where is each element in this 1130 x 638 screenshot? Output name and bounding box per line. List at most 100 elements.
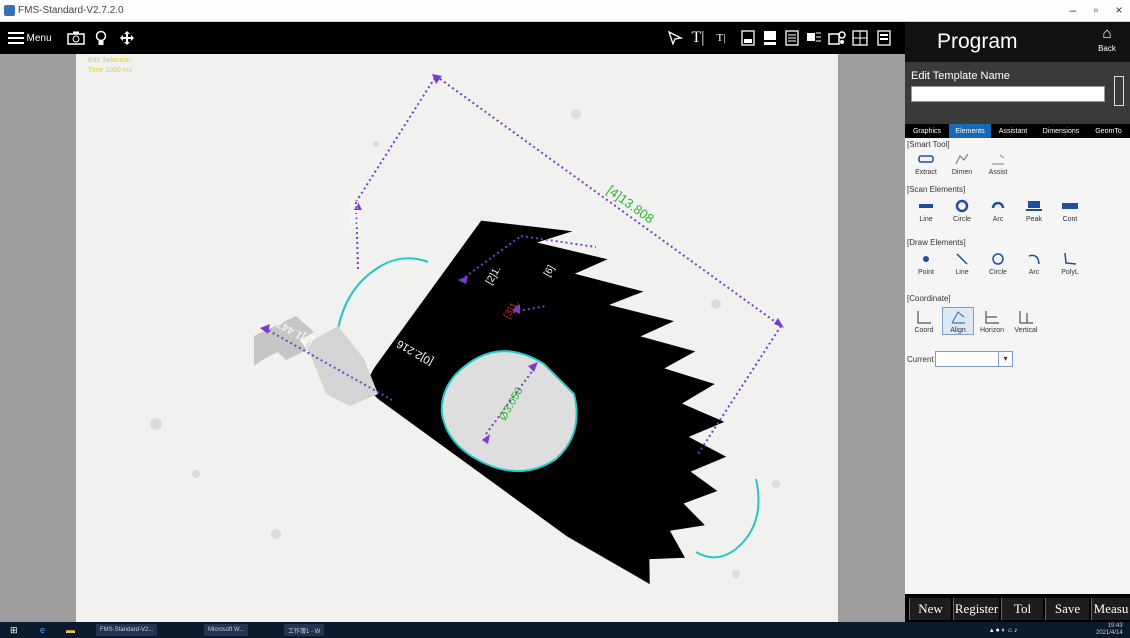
back-button[interactable]: ⌂ Back xyxy=(1090,24,1124,60)
tool-draw-polyline-label: PolyL xyxy=(1061,269,1079,276)
assist-icon xyxy=(983,150,1013,168)
tab-elements[interactable]: Elements xyxy=(949,124,991,138)
draw-line-icon xyxy=(947,250,977,268)
scan-cont-icon xyxy=(1055,197,1085,215)
system-tray-icons[interactable]: ▴ ● ◐ ⌂ ♪ xyxy=(990,627,1018,634)
tool-scan-line[interactable]: Line xyxy=(911,197,941,223)
tool-extract[interactable]: Extract xyxy=(911,150,941,176)
tool-draw-circle-label: Circle xyxy=(989,269,1007,276)
clock-date: 2021/4/14 xyxy=(1096,630,1123,636)
maximize-button[interactable]: ▫ xyxy=(1093,3,1099,17)
tool-draw-point-label: Point xyxy=(918,269,934,276)
scan-circle-icon xyxy=(947,197,977,215)
tool-scan-peak[interactable]: Peak xyxy=(1019,197,1049,223)
coord-icon xyxy=(909,308,939,326)
tool-assist[interactable]: Assist xyxy=(983,150,1013,176)
view-layout-icon-2[interactable] xyxy=(760,22,780,54)
tool-scan-arc[interactable]: Arc xyxy=(983,197,1013,223)
tool-scan-circle-label: Circle xyxy=(953,216,971,223)
home-icon: ⌂ xyxy=(1102,25,1112,42)
tool-dimen[interactable]: Dimen xyxy=(947,150,977,176)
display-settings-icon[interactable] xyxy=(804,22,824,54)
window-titlebar: FMS-Standard-V2.7.2.0 – ▫ × xyxy=(0,0,1130,22)
tool-dimen-label: Dimen xyxy=(951,169,973,176)
tool-draw-arc[interactable]: Arc xyxy=(1019,250,1049,276)
main-toolbar: Menu T| T| xyxy=(0,22,905,54)
tol-button[interactable]: Tol xyxy=(1001,598,1043,620)
tool-scan-peak-label: Peak xyxy=(1026,216,1042,223)
tab-geomto[interactable]: GeomTo xyxy=(1095,127,1122,135)
tool-scan-cont-label: Cont xyxy=(1062,216,1078,223)
section-draw-elements: [Draw Elements] xyxy=(907,238,966,247)
center-hole xyxy=(440,350,578,473)
scan-peak-icon xyxy=(1019,197,1049,215)
extract-icon xyxy=(911,150,941,168)
taskbar-item-excel[interactable]: 工作簿1 - W xyxy=(284,624,325,636)
measure-camera-icon[interactable] xyxy=(826,22,848,54)
edge-outline-top-left xyxy=(337,257,429,330)
start-icon[interactable]: ⊞ xyxy=(10,624,18,635)
current-select[interactable]: ▾ xyxy=(935,351,1013,367)
new-button[interactable]: New xyxy=(909,598,951,620)
dim-label-4[interactable]: [4]13.808 xyxy=(604,182,657,226)
light-bulb-icon[interactable] xyxy=(90,22,112,54)
draw-point-icon xyxy=(911,250,941,268)
text-tool-large-icon[interactable]: T| xyxy=(691,29,705,46)
scan-arc-icon xyxy=(983,197,1013,215)
window-title: FMS-Standard-V2.7.2.0 xyxy=(18,5,124,16)
align-icon xyxy=(943,308,973,326)
view-layout-icon-1[interactable] xyxy=(738,22,758,54)
dim-label-1[interactable]: [1]1.5 xyxy=(349,200,361,228)
tool-scan-line-label: Line xyxy=(919,216,933,223)
slot-cutout xyxy=(254,316,314,366)
menu-button[interactable]: Menu xyxy=(4,22,56,54)
view-layout-icon-3[interactable] xyxy=(782,22,802,54)
tool-extract-label: Extract xyxy=(915,169,937,176)
grid-icon[interactable] xyxy=(850,22,870,54)
template-options-button[interactable] xyxy=(1114,76,1124,106)
tool-vertical[interactable]: Vertical xyxy=(1011,308,1041,334)
minimize-button[interactable]: – xyxy=(1069,3,1077,17)
tool-horizon[interactable]: Horizon xyxy=(977,308,1007,334)
tab-graphics[interactable]: Graphics xyxy=(912,127,941,135)
save-button[interactable]: Save xyxy=(1045,598,1089,620)
text-tool-small-icon[interactable]: T| xyxy=(716,32,726,44)
taskbar-item-word[interactable]: Microsoft W... xyxy=(204,624,249,636)
canvas-left-margin xyxy=(0,54,76,622)
canvas-right-margin xyxy=(838,54,905,622)
dimension-arrows xyxy=(260,74,784,444)
tool-draw-line[interactable]: Line xyxy=(947,250,977,276)
tool-draw-polyline[interactable]: PolyL xyxy=(1055,250,1085,276)
draw-arc-icon xyxy=(1019,250,1049,268)
browser-icon[interactable]: e xyxy=(40,625,46,635)
tool-draw-line-label: Line xyxy=(955,269,969,276)
camera-view[interactable]: Edit Selection Time 1000 ms xyxy=(76,54,838,622)
measure-button[interactable]: Measu xyxy=(1091,598,1130,620)
tool-horizon-label: Horizon xyxy=(979,327,1005,334)
tool-draw-point[interactable]: Point xyxy=(911,250,941,276)
tool-coord[interactable]: Coord xyxy=(909,308,939,334)
file-explorer-icon[interactable]: ▬ xyxy=(66,625,75,635)
vertical-icon xyxy=(1011,308,1041,326)
tool-scan-circle[interactable]: Circle xyxy=(947,197,977,223)
tool-scan-cont[interactable]: Cont xyxy=(1055,197,1085,223)
register-button[interactable]: Register xyxy=(953,598,999,620)
report-icon[interactable] xyxy=(874,22,894,54)
tab-assistant[interactable]: Assistant xyxy=(998,127,1028,135)
surface-texture xyxy=(150,109,780,578)
close-button[interactable]: × xyxy=(1115,3,1123,17)
template-name-input[interactable] xyxy=(911,86,1105,102)
draw-polyline-icon xyxy=(1055,250,1085,268)
info-line-1: Edit Selection xyxy=(88,57,131,64)
dim-label-6[interactable]: [6] xyxy=(542,263,557,278)
tool-assist-label: Assist xyxy=(988,169,1008,176)
select-arrow-icon[interactable] xyxy=(664,22,686,54)
move-stage-icon[interactable] xyxy=(116,22,138,54)
tool-align[interactable]: Align xyxy=(942,307,974,335)
taskbar-item-fms[interactable]: FMS-Standard-V2... xyxy=(96,624,158,636)
tab-dimensions[interactable]: Dimensions xyxy=(1042,127,1080,135)
tool-draw-circle[interactable]: Circle xyxy=(983,250,1013,276)
clock[interactable]: 19:43 2021/4/14 xyxy=(1096,623,1123,637)
back-label: Back xyxy=(1098,44,1116,53)
camera-icon[interactable] xyxy=(64,22,88,54)
